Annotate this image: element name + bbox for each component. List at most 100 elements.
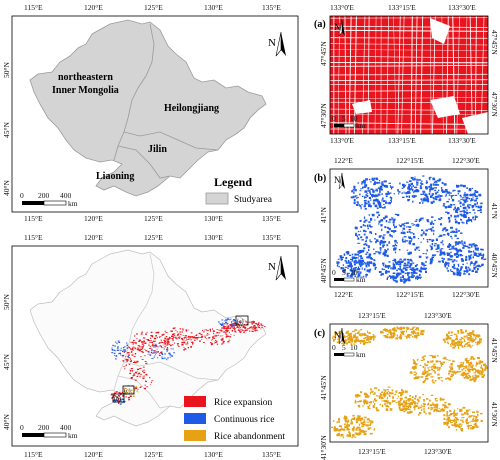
rice-pixel: [416, 178, 418, 182]
rice-pixel: [375, 241, 377, 244]
rice-pixel: [410, 405, 412, 409]
rice-pixel: [393, 219, 395, 222]
rice-pixel: [372, 262, 376, 264]
rice-pixel: [400, 231, 403, 234]
rice-pixel: [386, 393, 390, 395]
rice-pixel: [425, 180, 428, 182]
rice-pixel: [451, 248, 454, 250]
rice-pixel: [139, 350, 141, 352]
scale-0: 0: [332, 343, 336, 352]
rice-pixel: [190, 341, 193, 343]
rice-pixel: [381, 331, 384, 334]
rice-pixel: [385, 335, 389, 337]
rice-pixel: [414, 408, 416, 411]
rice-pixel: [366, 335, 369, 338]
rice-pixel: [183, 337, 186, 339]
rice-pixel: [413, 336, 417, 338]
rice-pixel: [422, 198, 425, 201]
rice-pixel: [356, 235, 358, 238]
rice-pixel: [387, 406, 390, 408]
tick-115e-b: 115°E: [24, 450, 43, 459]
tick-50n: 50°N: [2, 62, 11, 78]
rice-pixel: [449, 343, 452, 346]
rice-pixel: [474, 252, 477, 255]
rice-pixel: [392, 260, 395, 262]
rice-pixel: [462, 371, 465, 374]
rice-pixel: [401, 326, 403, 329]
rice-pixel: [137, 373, 140, 375]
rice-pixel: [413, 224, 415, 226]
rice-pixel: [471, 411, 475, 413]
gap-2: [430, 96, 460, 118]
rice-pixel: [145, 380, 147, 382]
rice-pixel: [455, 256, 459, 258]
rice-pixel: [122, 398, 125, 401]
panel-a-scale-bar: 0 5 10 km: [332, 114, 366, 130]
rice-pixel: [433, 365, 436, 368]
rice-pixel: [187, 341, 189, 343]
rice-pixel: [424, 377, 428, 380]
rice-pixel: [425, 270, 427, 273]
rice-pixel: [134, 347, 137, 349]
rice-pixel: [347, 330, 349, 333]
rice-pixel: [143, 340, 146, 342]
rice-pixel: [436, 196, 440, 198]
rice-pixel: [465, 357, 468, 359]
rice-pixel: [355, 266, 357, 269]
rice-pixel: [480, 248, 484, 251]
rice-pixel: [127, 356, 129, 358]
rice-pixel: [362, 224, 364, 227]
rice-pixel: [476, 343, 479, 346]
rice-pixel: [392, 400, 395, 402]
rice-pixel: [369, 432, 373, 435]
rice-pixel: [401, 238, 404, 241]
rice-pixel: [387, 386, 391, 388]
rice-pixel: [357, 426, 359, 429]
rice-pixel: [472, 209, 475, 211]
rice-pixel: [371, 177, 374, 181]
rice-pixel: [413, 191, 415, 194]
rice-pixel: [396, 262, 399, 265]
rice-pixel: [474, 246, 476, 249]
rice-pixel: [353, 188, 356, 190]
rice-pixel: [250, 327, 251, 329]
legend-label-studyarea: Studyarea: [234, 195, 273, 205]
rice-pixel: [347, 260, 350, 262]
label-liaoning: Liaoning: [96, 171, 134, 182]
rice-pixel: [358, 330, 360, 333]
rice-pixel: [408, 407, 410, 409]
rice-pixel: [133, 356, 136, 357]
rice-pixel: [429, 222, 433, 225]
rice-pixel: [402, 185, 405, 188]
rice-pixel: [382, 264, 385, 267]
rice-pixel: [472, 427, 474, 430]
rice-pixel: [124, 368, 126, 370]
rice-pixel: [356, 417, 360, 420]
rice-pixel: [382, 242, 385, 244]
rice-pixel: [400, 260, 403, 263]
rice-pixel: [475, 205, 478, 208]
rice-pixel: [378, 202, 381, 206]
rice-pixel: [476, 426, 479, 428]
rice-pixel: [344, 420, 348, 423]
rice-pixel: [453, 333, 456, 335]
rice-pixel: [437, 194, 441, 196]
rice-pixel: [454, 423, 457, 426]
rice-pixel: [112, 350, 113, 351]
rice-pixel: [449, 258, 453, 261]
rice-pixel: [150, 384, 152, 386]
rice-pixel: [405, 264, 407, 267]
rice-pixel: [138, 348, 141, 350]
rice-pixel: [417, 408, 420, 409]
study-area-shape: [29, 19, 267, 197]
rice-pixel: [458, 365, 462, 367]
rice-pixel: [136, 338, 138, 339]
rice-pixel: [403, 222, 407, 224]
rice-pixel: [402, 240, 404, 243]
rice-pixel: [160, 346, 162, 348]
rice-pixel: [384, 389, 387, 392]
rice-pixel: [474, 337, 477, 340]
rice-pixel: [345, 261, 347, 263]
rice-pixel: [448, 359, 451, 361]
rice-pixel: [459, 338, 462, 341]
